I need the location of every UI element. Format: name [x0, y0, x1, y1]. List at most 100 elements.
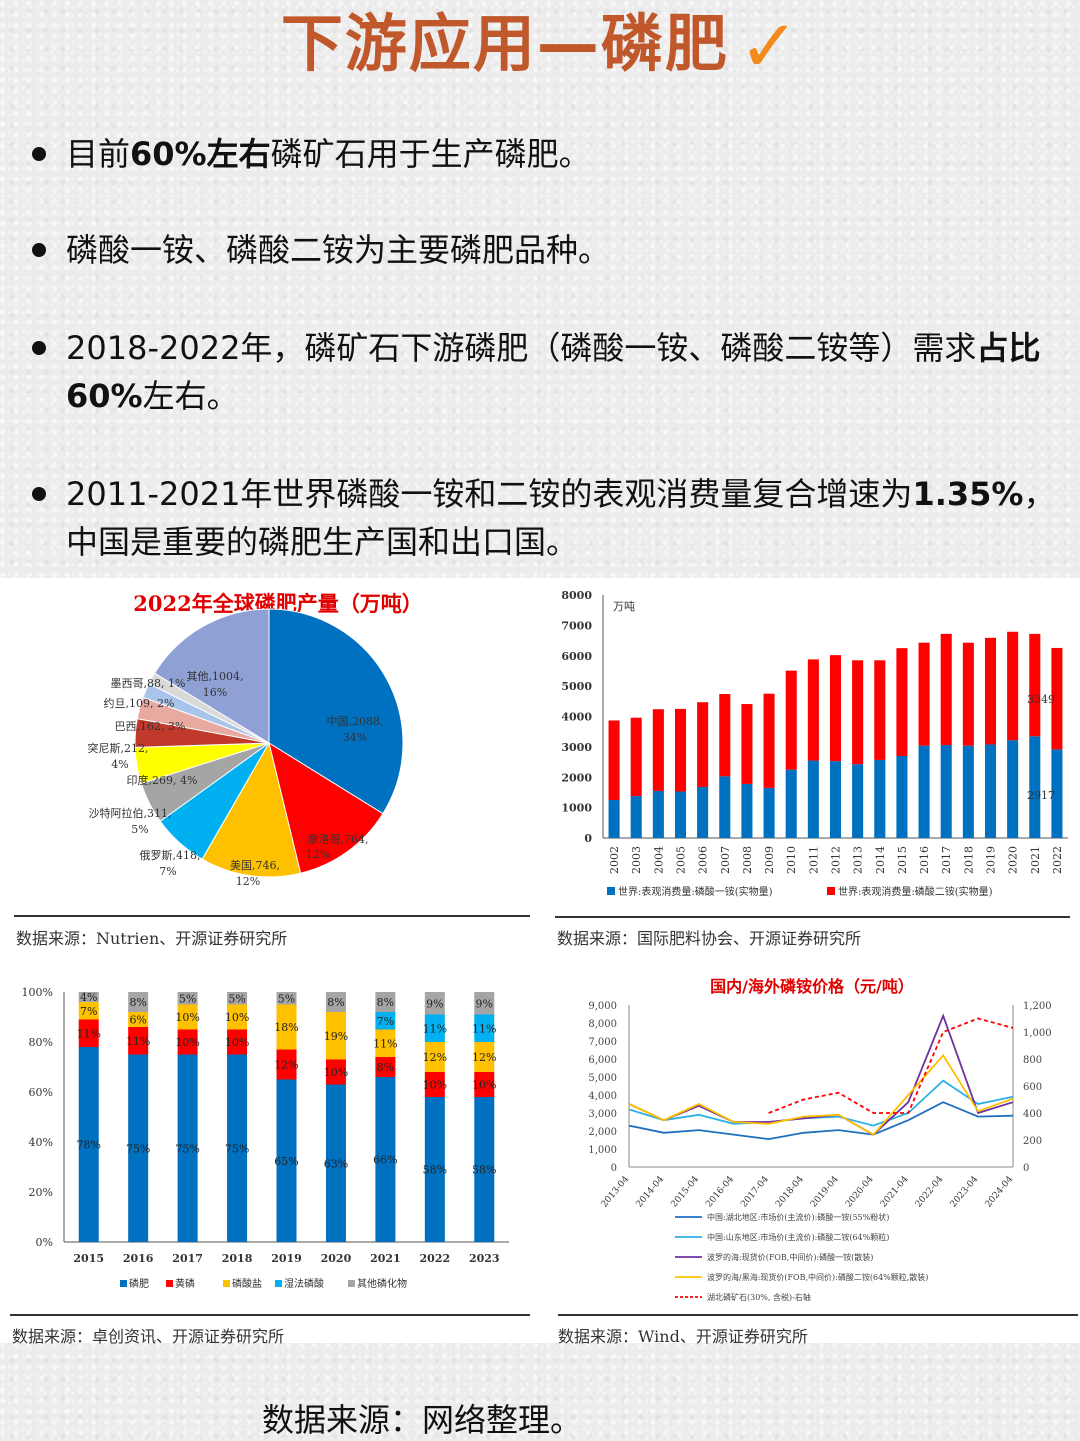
bar-segment	[829, 761, 842, 838]
bar-segment	[474, 1072, 495, 1097]
bar-segment	[474, 1097, 495, 1242]
svg-text:巴西,162, 3%: 巴西,162, 3%	[115, 720, 186, 733]
pie-slice	[268, 608, 404, 815]
svg-text:中国,2088,: 中国,2088,	[327, 715, 384, 728]
svg-text:2016-04: 2016-04	[704, 1174, 736, 1209]
svg-text:2024-04: 2024-04	[984, 1174, 1016, 1209]
svg-text:0: 0	[1023, 1163, 1029, 1174]
bar-segment	[741, 704, 753, 784]
bar-segment	[1007, 631, 1019, 741]
bar-segment	[424, 1042, 445, 1072]
bar-segment	[375, 1029, 396, 1057]
svg-text:7%: 7%	[80, 1005, 97, 1018]
svg-text:75%: 75%	[175, 1142, 199, 1155]
bullet-text: 目前	[66, 135, 131, 173]
svg-text:0: 0	[611, 1163, 617, 1174]
svg-text:6000: 6000	[561, 650, 592, 663]
footer-source: 数据来源：网络整理。	[262, 1401, 583, 1439]
bar-segment	[128, 1027, 149, 1055]
svg-text:国内/海外磷铵价格（元/吨）: 国内/海外磷铵价格（元/吨）	[710, 977, 914, 996]
svg-text:5%: 5%	[278, 992, 295, 1005]
svg-text:40%: 40%	[29, 1136, 53, 1149]
svg-text:16%: 16%	[203, 686, 227, 699]
svg-text:2006: 2006	[697, 846, 710, 874]
svg-text:2016: 2016	[918, 846, 931, 874]
svg-text:20%: 20%	[29, 1186, 53, 1199]
svg-text:11%: 11%	[472, 1022, 496, 1035]
svg-text:万吨: 万吨	[613, 600, 635, 613]
svg-text:0%: 0%	[36, 1236, 53, 1249]
svg-text:2015-04: 2015-04	[669, 1174, 701, 1209]
pie-slice	[153, 608, 270, 744]
bar-segment	[896, 755, 908, 838]
svg-text:1,200: 1,200	[1023, 1001, 1052, 1012]
svg-text:5%: 5%	[179, 992, 196, 1005]
svg-text:沙特阿拉伯,311,: 沙特阿拉伯,311,	[89, 806, 172, 820]
svg-text:磷肥: 磷肥	[129, 1277, 149, 1290]
svg-text:2013: 2013	[852, 846, 865, 874]
bullet-dot-icon	[32, 487, 46, 501]
bullet-item: 2011-2021年世界磷酸一铵和二铵的表观消费量复合增速为1.35%，中国是重…	[28, 470, 1056, 566]
svg-text:10%: 10%	[423, 1079, 447, 1092]
svg-text:突尼斯,212,: 突尼斯,212,	[88, 741, 149, 755]
pie-slice	[201, 741, 302, 878]
svg-text:2022: 2022	[1051, 846, 1064, 874]
bar-segment	[608, 800, 620, 838]
svg-text:2018: 2018	[962, 846, 975, 874]
bar-segment	[177, 1004, 198, 1030]
svg-text:10%: 10%	[324, 1066, 348, 1079]
svg-text:600: 600	[1023, 1082, 1042, 1093]
svg-text:美国,746,: 美国,746,	[230, 859, 280, 872]
svg-text:100%: 100%	[22, 986, 53, 999]
divider	[10, 1314, 530, 1316]
bar-segment	[874, 759, 886, 838]
svg-text:65%: 65%	[274, 1155, 298, 1168]
bullet-text: 2018-2022年，磷矿石下游磷肥（磷酸一铵、磷酸二铵等）需求	[66, 329, 977, 367]
svg-text:2011: 2011	[807, 846, 820, 874]
svg-text:10%: 10%	[225, 1011, 249, 1024]
svg-text:2005: 2005	[675, 846, 688, 874]
svg-text:1,000: 1,000	[588, 1145, 617, 1156]
svg-text:7,000: 7,000	[588, 1037, 617, 1048]
svg-text:18%: 18%	[274, 1021, 298, 1034]
bar-segment	[325, 1012, 346, 1060]
page-title: 下游应用—磷肥 ✓	[0, 0, 1080, 92]
price-line	[628, 1053, 1014, 1136]
svg-text:印度,269, 4%: 印度,269, 4%	[127, 773, 198, 787]
svg-text:11%: 11%	[126, 1035, 150, 1048]
svg-text:8%: 8%	[377, 1061, 394, 1074]
svg-text:10%: 10%	[175, 1036, 199, 1049]
bar-segment	[276, 1079, 297, 1242]
bar-segment	[227, 1029, 248, 1055]
bar-segment	[785, 769, 797, 838]
svg-text:8000: 8000	[561, 589, 592, 602]
price-line	[768, 1017, 1014, 1114]
svg-text:约旦,109, 2%: 约旦,109, 2%	[104, 697, 175, 710]
svg-text:2023-04: 2023-04	[949, 1174, 981, 1209]
price-line	[628, 1101, 1014, 1141]
svg-text:2008: 2008	[741, 846, 754, 874]
svg-text:0: 0	[584, 832, 592, 845]
svg-text:2014-04: 2014-04	[635, 1174, 667, 1209]
svg-text:2021: 2021	[370, 1252, 401, 1265]
svg-text:400: 400	[1023, 1109, 1042, 1120]
svg-text:2019-04: 2019-04	[809, 1174, 841, 1209]
svg-text:2019: 2019	[985, 846, 998, 874]
pie-slice	[268, 741, 384, 874]
bar-segment	[78, 1019, 99, 1047]
svg-text:墨西哥,88, 1%: 墨西哥,88, 1%	[111, 677, 186, 690]
bar-segment	[962, 745, 974, 838]
svg-text:7%: 7%	[159, 865, 176, 878]
svg-text:5%: 5%	[228, 992, 245, 1005]
bullet-item: 目前60%左右磷矿石用于生产磷肥。	[28, 130, 1056, 178]
bar-segment	[375, 1057, 396, 1077]
svg-text:2018-04: 2018-04	[774, 1174, 806, 1209]
bar-segment	[1029, 633, 1041, 737]
svg-text:摩洛哥,764,: 摩洛哥,764,	[308, 832, 369, 846]
svg-text:世界:表观消费量:磷酸二铵(实物量): 世界:表观消费量:磷酸二铵(实物量)	[838, 885, 993, 898]
svg-text:2017: 2017	[172, 1252, 203, 1265]
bar-segment	[763, 693, 775, 788]
svg-text:12%: 12%	[472, 1051, 496, 1064]
bar-segment	[630, 717, 642, 797]
svg-text:3,000: 3,000	[588, 1109, 617, 1120]
